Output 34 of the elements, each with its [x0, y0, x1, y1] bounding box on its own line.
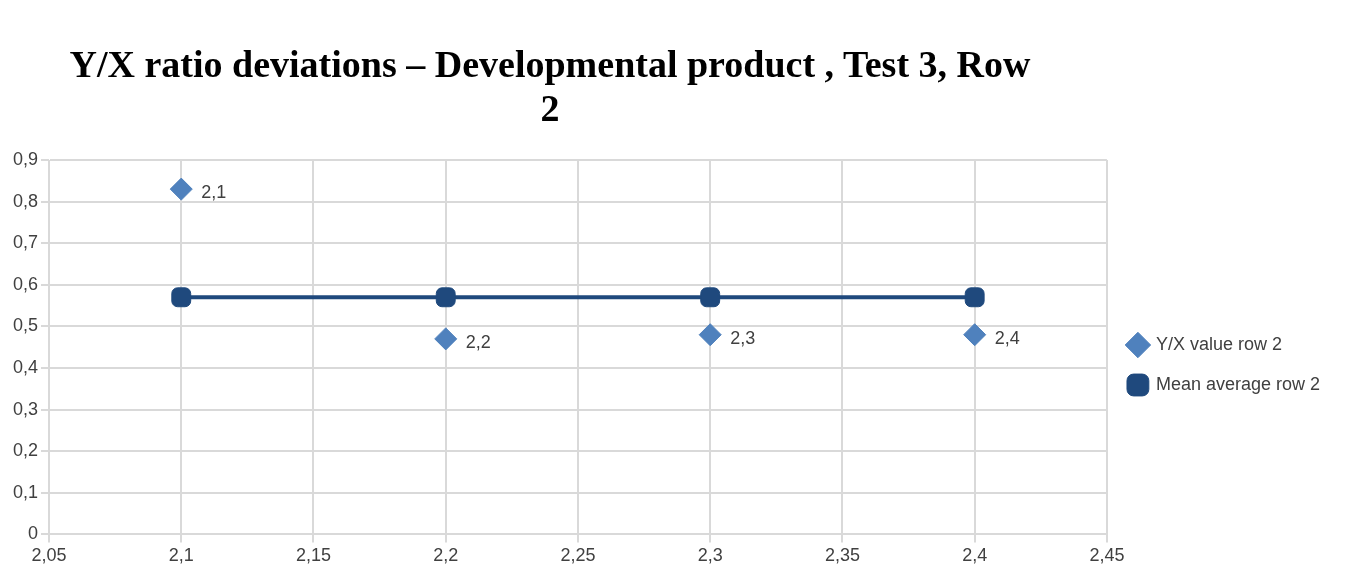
y-tick-label: 0,4: [12, 356, 39, 377]
y-tick-label: 0,7: [12, 232, 39, 253]
point: [963, 323, 987, 347]
annotation: 2,3: [730, 327, 756, 348]
x-tick-label: 2,45: [1089, 545, 1125, 566]
x-tick-label: 2,4: [962, 545, 988, 566]
y-tick-label: 0,2: [12, 440, 39, 461]
point: [698, 323, 722, 347]
y-tick-label: 0,8: [12, 190, 39, 211]
x-tick-label: 2,2: [433, 545, 459, 566]
x-tick-label: 2,1: [168, 545, 194, 566]
point: [700, 287, 721, 308]
x-tick-label: 2,25: [560, 545, 596, 566]
y-tick-label: 0,9: [12, 148, 39, 169]
annotation: 2,4: [994, 327, 1020, 348]
point: [171, 287, 192, 308]
x-tick-label: 2,35: [824, 545, 860, 566]
annotation: 2,2: [465, 331, 491, 352]
y-tick-label: 0,1: [12, 481, 39, 502]
x-tick-label: 2,3: [697, 545, 723, 566]
annotation: 2,1: [201, 182, 227, 203]
legend-label: Y/X value row 2: [1155, 333, 1282, 354]
y-tick-label: 0,6: [12, 273, 39, 294]
point: [434, 327, 458, 351]
y-tick-label: 0,3: [12, 398, 39, 419]
y-tick-label: 0,5: [12, 315, 39, 336]
x-tick-label: 2,15: [295, 545, 332, 566]
point: [169, 177, 193, 201]
y-tick-label: 0: [28, 523, 39, 544]
point: [435, 287, 456, 308]
x-tick-label: 2,05: [31, 545, 67, 566]
chart-title: Y/X ratio deviations – Developmental product , Test 3, Row 2: [68, 42, 1032, 130]
legend-label: Mean average row 2: [1155, 373, 1320, 394]
point: [964, 287, 985, 308]
